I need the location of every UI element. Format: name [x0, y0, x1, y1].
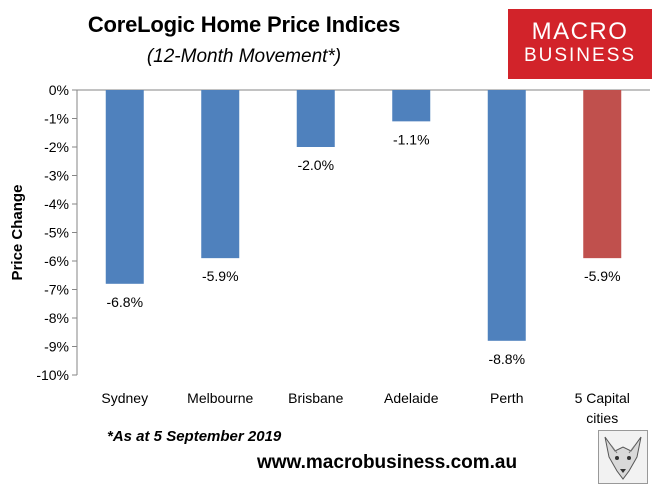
bar: [201, 90, 240, 259]
data-label: -2.0%: [297, 157, 334, 173]
x-tick-label: Melbourne: [187, 390, 253, 406]
data-label: -6.8%: [106, 294, 143, 310]
x-tick-label: Sydney: [101, 390, 148, 406]
bar: [392, 90, 431, 122]
x-tick-label: Perth: [490, 390, 523, 406]
y-tick-label: -4%: [44, 196, 69, 212]
y-tick-label: 0%: [49, 82, 69, 98]
x-tick-label: Brisbane: [288, 390, 343, 406]
y-tick-label: -5%: [44, 225, 69, 241]
y-tick-label: -6%: [44, 253, 69, 269]
bar: [105, 90, 144, 284]
data-label: -8.8%: [488, 351, 525, 367]
website-url: www.macrobusiness.com.au: [257, 452, 518, 473]
y-tick-label: -7%: [44, 282, 69, 298]
fox-mascot-icon: [598, 430, 648, 484]
macrobusiness-logo: MACRO BUSINESS: [508, 9, 652, 79]
y-tick-label: -1%: [44, 111, 69, 127]
x-tick-label: Adelaide: [384, 390, 439, 406]
data-label: -1.1%: [393, 131, 430, 147]
chart-subtitle: (12-Month Movement*): [146, 46, 342, 67]
y-axis-title: Price Change: [9, 185, 26, 281]
y-tick-label: -10%: [36, 367, 69, 383]
data-label: -5.9%: [202, 268, 239, 284]
y-tick-label: -9%: [44, 339, 69, 355]
logo-line-2: BUSINESS: [523, 45, 637, 66]
footnote: *As at 5 September 2019: [107, 428, 282, 445]
y-tick-label: -2%: [44, 139, 69, 155]
x-tick-label: cities: [586, 410, 618, 426]
bar: [487, 90, 526, 341]
data-label: -5.9%: [584, 268, 621, 284]
x-tick-label: 5 Capital: [575, 390, 630, 406]
bar: [296, 90, 335, 147]
logo-line-1: MACRO: [531, 18, 629, 45]
y-tick-label: -3%: [44, 168, 69, 184]
y-tick-label: -8%: [44, 310, 69, 326]
chart-title: CoreLogic Home Price Indices: [87, 12, 401, 37]
bar: [583, 90, 622, 259]
